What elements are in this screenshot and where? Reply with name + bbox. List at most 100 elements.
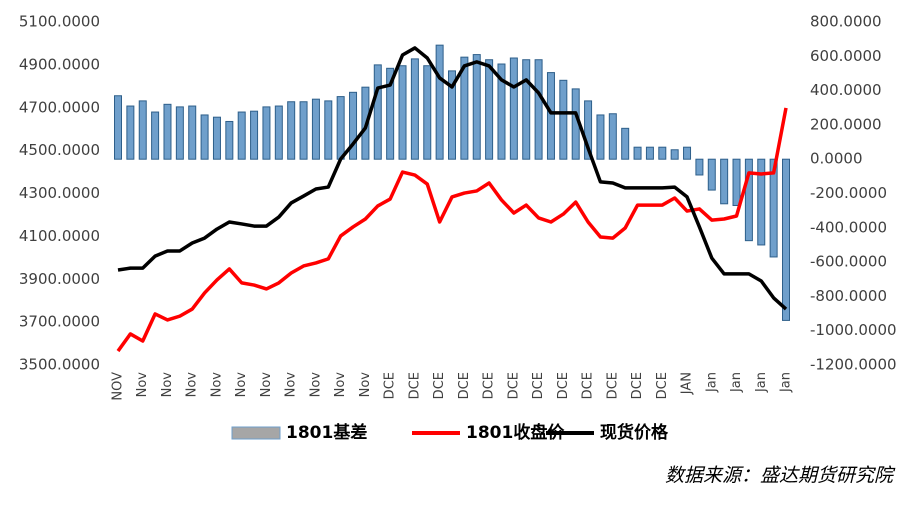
y-tick-label: 3900.0000 <box>19 270 100 288</box>
bar <box>522 59 531 160</box>
x-tick-label: Nov <box>234 372 249 398</box>
bar <box>695 158 704 176</box>
y2-tick-label: -400.0000 <box>810 218 887 236</box>
x-tick-label: DCE <box>432 372 447 399</box>
bar <box>237 111 246 160</box>
bar <box>225 120 234 160</box>
bar <box>448 70 456 160</box>
x-tick-label: Nov <box>209 372 224 398</box>
bar <box>287 101 296 160</box>
bar <box>212 116 221 160</box>
bar <box>410 58 419 160</box>
bar <box>707 158 716 191</box>
y-tick-label: 5100.0000 <box>19 13 100 31</box>
x-tick-label: DCE <box>556 372 571 399</box>
source: 数据来源：盛达期货研究院 <box>665 465 896 487</box>
bar <box>485 59 494 160</box>
bar <box>732 158 741 207</box>
bar <box>596 114 605 160</box>
y-tick-label: 3700.0000 <box>19 313 100 331</box>
y2-tick-label: 600.0000 <box>810 47 882 65</box>
line <box>117 46 788 311</box>
legend-label: 现货价格 <box>600 422 669 443</box>
x-tick-label: Jan <box>754 372 769 393</box>
x-tick-label: Jan <box>704 372 719 393</box>
bar <box>683 146 692 160</box>
x-tick-label: DCE <box>581 372 596 399</box>
bar <box>373 64 382 160</box>
bar <box>497 63 506 160</box>
bar <box>435 44 444 160</box>
x-tick-label: Nov <box>308 372 323 398</box>
line <box>116 107 788 353</box>
x-tick-label: DCE <box>506 372 521 399</box>
bar <box>633 146 642 160</box>
x-tick-label: DCE <box>482 372 497 399</box>
bar <box>349 91 358 160</box>
bar <box>658 146 667 160</box>
bar <box>274 105 283 160</box>
x-tick-label: Nov <box>185 372 200 398</box>
bar <box>645 146 654 160</box>
bar <box>744 158 753 242</box>
y2-tick-label: 200.0000 <box>810 115 882 133</box>
y2-tick-label: -600.0000 <box>810 253 887 271</box>
legend-swatch <box>231 426 281 440</box>
bar <box>138 100 147 160</box>
y2-tick-label: -1200.0000 <box>810 356 897 374</box>
bar <box>621 127 630 160</box>
legend-label: 1801基差 <box>286 422 367 443</box>
y2-tick-label: -200.0000 <box>810 184 887 202</box>
x-tick-label: DCE <box>605 372 620 399</box>
y-tick-label: 4300.0000 <box>19 184 100 202</box>
y-tick-label: 3500.0000 <box>19 356 100 374</box>
y-tick-label: 4100.0000 <box>19 227 100 245</box>
x-tick-label: Nov <box>333 372 348 398</box>
bar <box>386 67 395 160</box>
x-tick-label: Nov <box>358 372 373 398</box>
bar <box>534 59 543 160</box>
y2-tick-label: -1000.0000 <box>810 321 897 339</box>
bar <box>720 158 729 205</box>
bar <box>559 79 568 160</box>
bar <box>126 105 135 160</box>
bar <box>311 98 320 160</box>
bar <box>423 65 432 160</box>
x-tick-label: DCE <box>383 372 398 399</box>
x-tick-label: Nov <box>135 372 150 398</box>
y-tick-label: 4700.0000 <box>19 98 100 116</box>
bar <box>299 101 308 160</box>
x-tick-label: Jan <box>779 372 794 393</box>
bar <box>584 100 593 160</box>
bar <box>546 72 555 160</box>
bar <box>114 95 122 160</box>
bar <box>250 110 259 160</box>
bar <box>188 105 197 160</box>
legend-label: 1801收盘价 <box>466 422 565 443</box>
bar <box>608 113 617 160</box>
x-tick-label: JAN <box>680 372 695 395</box>
bar <box>769 158 778 258</box>
bar <box>175 106 184 160</box>
bar <box>472 54 481 160</box>
bar <box>200 114 209 160</box>
bar <box>782 158 790 321</box>
x-tick-label: Jan <box>729 372 744 393</box>
bar <box>324 100 333 160</box>
bar <box>460 56 469 160</box>
bar <box>670 149 679 160</box>
x-tick-label: DCE <box>630 372 645 399</box>
bar <box>336 96 345 160</box>
x-tick-label: DCE <box>457 372 472 399</box>
x-tick-label: DCE <box>407 372 422 399</box>
y2-tick-label: 800.0000 <box>810 13 882 31</box>
bar <box>757 158 766 246</box>
x-tick-label: Nov <box>160 372 175 398</box>
x-tick-label: DCE <box>655 372 670 399</box>
bar <box>398 65 407 160</box>
y-tick-label: 4900.0000 <box>19 55 100 73</box>
bar <box>151 111 160 160</box>
y2-tick-label: -800.0000 <box>810 287 887 305</box>
x-tick-label: Nov <box>284 372 299 398</box>
